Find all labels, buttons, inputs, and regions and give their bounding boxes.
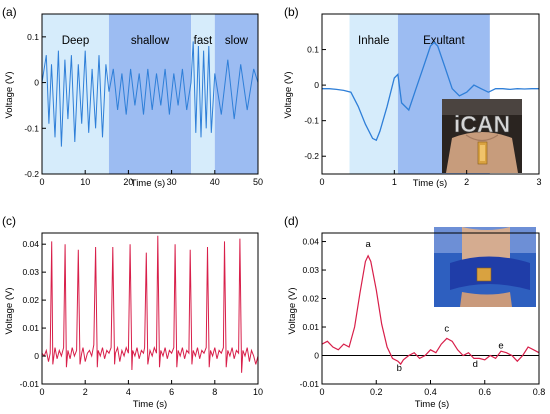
panel-c-x-tick-label: 8 (212, 387, 217, 397)
panel-a-x-tick-label: 20 (123, 177, 133, 187)
panel-d-y-tick-label: 0 (314, 351, 319, 361)
panel-a-x-tick-label: 30 (167, 177, 177, 187)
panel-b-y-tick-label: -0.2 (304, 151, 319, 161)
panel-d-y-tick-label: 0.03 (302, 265, 319, 275)
panel-d-annotation-label: a (365, 239, 371, 250)
panel-b-y-tick-label: -0.1 (304, 116, 319, 126)
panel-d-annotation-label: b (397, 363, 402, 374)
panel-a-region-band (214, 14, 258, 174)
panel-d-annotation-label: c (444, 323, 449, 334)
panel-a: (a) Deep shallow fast slow 0 10 20 30 40 50 -0.2 -… (2, 5, 263, 189)
panel-a-y-tick-label: -0.2 (24, 169, 39, 179)
panel-d-y-tick-label: 0.02 (302, 294, 319, 304)
panel-a-x-axis-label: Time (s) (131, 178, 165, 189)
panel-d-y-tick-label: 0.04 (302, 237, 319, 247)
panel-a-label: (a) (2, 5, 17, 19)
panel-b-label: (b) (284, 5, 299, 19)
panel-d-series-line (321, 254, 540, 366)
panel-b-x-tick-label: 0 (319, 177, 324, 187)
panel-c-x-tick-label: 0 (39, 387, 44, 397)
panel-a-x-tick-label: 50 (253, 177, 263, 187)
panel-c-x-tick-label: 6 (169, 387, 174, 397)
panel-d-x-tick-label: 0.2 (370, 387, 383, 397)
panel-a-y-axis-label: Voltage (V) (4, 72, 15, 119)
panel-c-y-tick-label: -0.01 (20, 379, 40, 389)
panel-c-x-axis-label: Time (s) (133, 399, 167, 410)
panel-d-annotation-label: d (473, 359, 478, 370)
panel-a-x-tick-label: 10 (80, 177, 90, 187)
panel-a-region-label: slow (225, 35, 249, 47)
panel-b: (b) Inhale Exultant iCAN 0 1 2 3 -0.2 -0.1 0 0.1… (283, 5, 542, 189)
panel-b-x-tick-label: 3 (536, 177, 541, 187)
panel-a-series-line (41, 41, 259, 147)
panel-d-y-axis-label: Voltage (V) (287, 288, 298, 335)
panel-d-x-tick-label: 0 (319, 387, 324, 397)
panel-a-region-label: Deep (62, 35, 90, 47)
panel-c-y-axis-label: Voltage (V) (4, 288, 15, 335)
chest-logo-text: iCAN (454, 111, 510, 137)
panel-a-region-label: shallow (131, 35, 170, 47)
panel-c-y-tick-label: 0.04 (22, 239, 39, 249)
panel-a-plot-frame (41, 13, 259, 175)
panel-b-y-tick-label: 0 (314, 80, 319, 90)
panel-a-region-label: fast (194, 35, 213, 47)
panel-c-y-tick-label: 0 (34, 351, 39, 361)
panel-b-region-label: Inhale (358, 35, 389, 47)
panel-d-x-tick-label: 0.8 (533, 387, 546, 397)
panel-c-x-tick-label: 10 (253, 387, 263, 397)
panel-c-x-tick-label: 4 (126, 387, 131, 397)
panel-d-x-axis-label: Time (s) (415, 399, 449, 410)
wrist-sensor-photo-icon (434, 227, 536, 307)
panel-d-x-tick-label: 0.4 (424, 387, 437, 397)
panel-b-x-tick-label: 1 (392, 177, 397, 187)
chest-sensor-photo-icon: iCAN (442, 99, 522, 173)
panel-c-plot-frame (41, 232, 259, 385)
panel-a-x-tick-label: 0 (39, 177, 44, 187)
panel-c-y-tick-label: 0.03 (22, 267, 39, 277)
panel-c-series-line (41, 235, 259, 373)
panel-d-y-tick-label: 0.01 (302, 322, 319, 332)
panel-b-x-axis-label: Time (s) (413, 178, 447, 189)
panel-d-x-tick-label: 0.6 (478, 387, 491, 397)
panel-b-plot-frame (321, 13, 540, 175)
panel-a-x-tick-label: 40 (210, 177, 220, 187)
panel-b-x-tick-label: 2 (464, 177, 469, 187)
panel-d-annotation-label: e (498, 340, 503, 351)
panel-c-label: (c) (2, 214, 16, 228)
panel-d-y-tick-label: -0.01 (300, 379, 320, 389)
panel-b-series-line (322, 41, 539, 142)
panel-c-y-tick-label: 0.01 (22, 323, 39, 333)
panel-b-y-axis-label: Voltage (V) (283, 72, 294, 119)
panel-b-y-tick-label: 0.1 (307, 45, 319, 55)
panel-a-y-tick-label: -0.1 (24, 123, 39, 133)
panel-a-y-tick-label: 0.1 (27, 32, 39, 42)
panel-c-x-tick-label: 2 (83, 387, 88, 397)
panel-d-label: (d) (284, 214, 299, 228)
panel-c-y-tick-label: 0.02 (22, 295, 39, 305)
panel-b-region-label: Exultant (423, 35, 465, 47)
panel-a-y-tick-label: 0 (34, 78, 39, 88)
